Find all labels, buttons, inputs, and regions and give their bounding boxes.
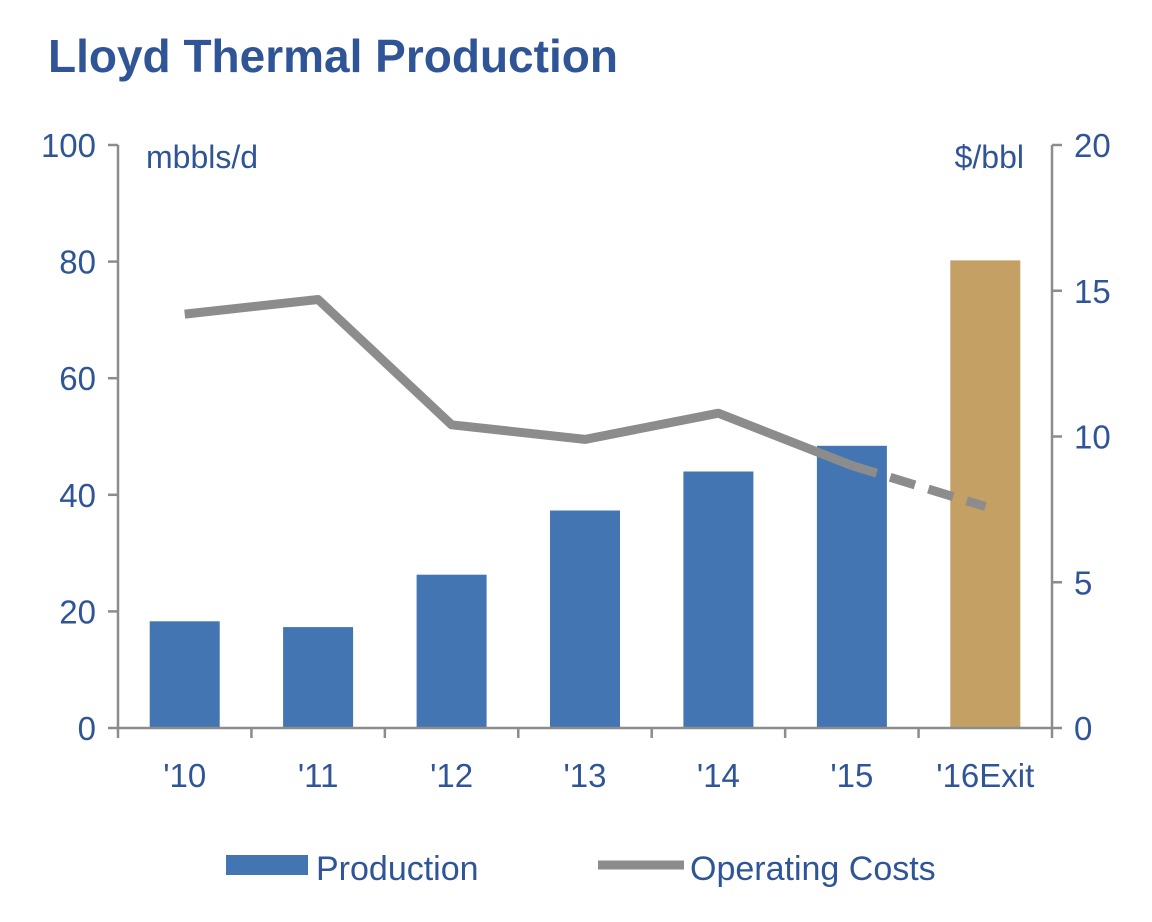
right-tick-label: 5: [1074, 564, 1092, 601]
axes: [108, 143, 1062, 738]
right-tick-label: 10: [1074, 419, 1111, 456]
right-tick-label: 20: [1074, 127, 1111, 164]
left-tick-label: 0: [78, 710, 96, 747]
legend-production-swatch: [226, 855, 308, 875]
tick-labels: 0 20 40 60 80 100 0 5 10 15 20 '10 '11 '12 '13 '14 '15 '1…: [41, 127, 1111, 794]
chart-title: Lloyd Thermal Production: [48, 30, 618, 82]
bar-0: [149, 621, 220, 728]
line-series: [184, 295, 987, 511]
left-tick-label: 100: [41, 127, 96, 164]
bar-1: [283, 627, 354, 728]
category-label: '11: [298, 757, 339, 794]
category-label: '10: [163, 757, 206, 794]
legend: Production Operating Costs: [226, 850, 936, 888]
category-label: '13: [563, 757, 606, 794]
right-axis-unit: $/bbl: [955, 139, 1024, 175]
bar-2: [416, 574, 487, 728]
legend-production-label: Production: [316, 850, 479, 888]
left-axis-unit: mbbls/d: [146, 139, 258, 175]
bar-5: [816, 445, 887, 728]
category-label: '14: [697, 757, 740, 794]
left-tick-label: 80: [59, 244, 96, 281]
category-label: '16Exit: [936, 757, 1034, 794]
bar-series: [149, 260, 1021, 728]
right-tick-label: 0: [1074, 710, 1092, 747]
bar-6: [950, 260, 1021, 728]
left-tick-label: 40: [59, 477, 96, 514]
legend-operating-costs-label: Operating Costs: [690, 850, 936, 888]
category-label: '12: [430, 757, 473, 794]
bar-4: [683, 471, 754, 728]
category-label: '15: [830, 757, 873, 794]
left-tick-label: 60: [59, 360, 96, 397]
operating-costs-line-forecast: [850, 461, 987, 511]
bar-3: [550, 510, 620, 728]
left-tick-label: 20: [59, 593, 96, 630]
right-tick-label: 15: [1074, 273, 1111, 310]
operating-costs-line-solid: [184, 295, 854, 470]
